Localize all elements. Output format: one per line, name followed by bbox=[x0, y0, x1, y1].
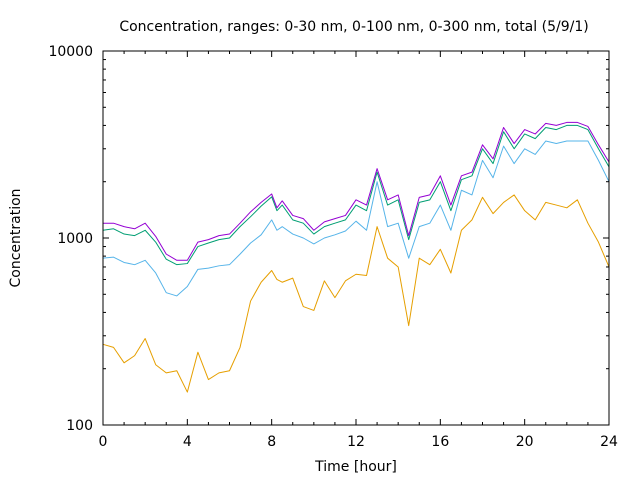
x-tick-label: 4 bbox=[183, 434, 192, 450]
x-axis-label: Time [hour] bbox=[314, 459, 397, 475]
axis-ticks: 0 4 8 12 16 20 24 100 1000 10000 bbox=[48, 44, 618, 450]
x-tick-label: 16 bbox=[431, 434, 449, 450]
plot-frame bbox=[102, 50, 610, 426]
series-line-0-30-nm bbox=[102, 194, 610, 393]
y-tick-label: 10000 bbox=[48, 44, 93, 60]
series-line-0-300-nm bbox=[102, 124, 610, 266]
y-tick-label: 1000 bbox=[57, 231, 93, 247]
y-axis-label: Concentration bbox=[8, 188, 24, 287]
x-tick-label: 20 bbox=[516, 434, 534, 450]
x-tick-label: 0 bbox=[99, 434, 108, 450]
series-line-total bbox=[103, 121, 610, 261]
x-tick-label: 24 bbox=[600, 434, 618, 450]
y-tick-label: 100 bbox=[66, 418, 93, 434]
x-tick-label: 12 bbox=[347, 434, 365, 450]
chart-title: Concentration, ranges: 0-30 nm, 0-100 nm… bbox=[119, 19, 588, 35]
x-tick-label: 8 bbox=[267, 434, 276, 450]
series-layer bbox=[102, 121, 610, 393]
series-line-0-100-nm bbox=[102, 140, 610, 297]
